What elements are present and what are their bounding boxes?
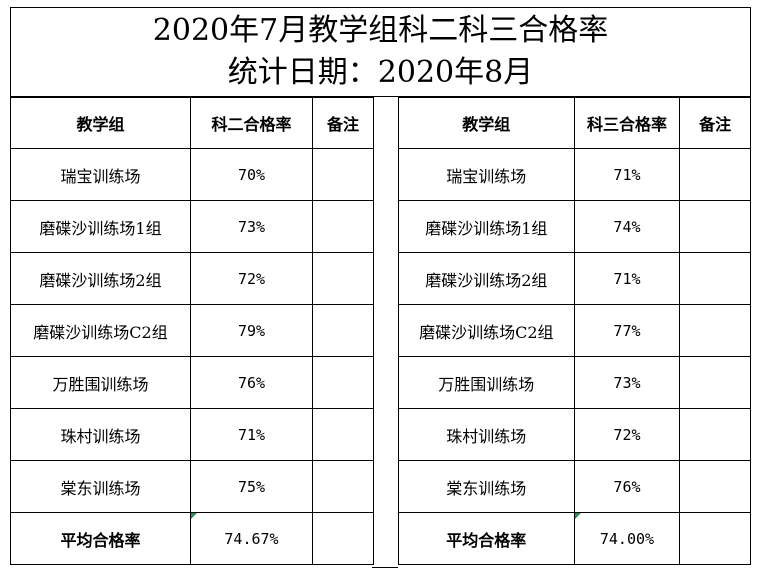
table-row: 磨碟沙训练场1组 73% (10, 200, 374, 253)
rate-cell[interactable]: 75% (190, 460, 313, 513)
note-cell[interactable] (679, 356, 751, 409)
header-group[interactable]: 教学组 (10, 97, 191, 149)
table-row: 瑞宝训练场 70% (10, 148, 374, 201)
note-cell[interactable] (312, 252, 374, 305)
note-cell[interactable] (312, 460, 374, 513)
note-cell[interactable] (312, 408, 374, 461)
table-row: 磨碟沙训练场2组 71% (398, 252, 751, 305)
note-cell[interactable] (679, 304, 751, 357)
title-line-1: 2020年7月教学组科二科三合格率 (152, 13, 609, 48)
table-row: 棠东训练场 76% (398, 460, 751, 513)
table-row: 瑞宝训练场 71% (398, 148, 751, 201)
header-group[interactable]: 教学组 (398, 97, 575, 149)
average-label-cell[interactable]: 平均合格率 (398, 512, 575, 565)
header-rate[interactable]: 科三合格率 (573, 97, 681, 149)
rate-cell[interactable]: 72% (573, 408, 681, 461)
rate-cell[interactable]: 71% (190, 408, 313, 461)
average-label-cell[interactable]: 平均合格率 (10, 512, 191, 565)
average-note-cell[interactable] (679, 512, 751, 565)
average-value-cell[interactable]: 74.00% (573, 512, 681, 565)
group-cell[interactable]: 磨碟沙训练场C2组 (10, 304, 191, 357)
note-cell[interactable] (679, 200, 751, 253)
rate-cell[interactable]: 70% (190, 148, 313, 201)
note-cell[interactable] (312, 304, 374, 357)
group-cell[interactable]: 磨碟沙训练场1组 (10, 200, 191, 253)
header-note[interactable]: 备注 (679, 97, 751, 149)
table-gap (372, 97, 398, 568)
note-cell[interactable] (312, 200, 374, 253)
group-cell[interactable]: 珠村训练场 (10, 408, 191, 461)
header-note[interactable]: 备注 (312, 97, 374, 149)
table-row: 万胜围训练场 76% (10, 356, 374, 409)
table-row: 珠村训练场 72% (398, 408, 751, 461)
table-row: 磨碟沙训练场C2组 79% (10, 304, 374, 357)
note-cell[interactable] (679, 408, 751, 461)
spreadsheet: 2020年7月教学组科二科三合格率 统计日期：2020年8月 教学组 科二合格率备… (10, 7, 751, 568)
title-line-2: 统计日期：2020年8月 (227, 55, 534, 90)
group-cell[interactable]: 万胜围训练场 (10, 356, 191, 409)
average-value-cell[interactable]: 74.67% (190, 512, 313, 565)
header-row: 教学组 科三合格率 备注 (398, 97, 751, 149)
rate-cell[interactable]: 76% (190, 356, 313, 409)
rate-cell[interactable]: 71% (573, 148, 681, 201)
table-row: 磨碟沙训练场1组 74% (398, 200, 751, 253)
header-rate[interactable]: 科二合格率 (190, 97, 313, 149)
table-row: 磨碟沙训练场2组 72% (10, 252, 374, 305)
average-note-cell[interactable] (312, 512, 374, 565)
note-cell[interactable] (679, 148, 751, 201)
subject3-table: 教学组 科三合格率 备注 瑞宝训练场 71% 磨碟沙训练场1组 74% 磨碟沙训练场2组 71%… (398, 97, 751, 565)
rate-cell[interactable]: 74% (573, 200, 681, 253)
subject2-table: 教学组 科二合格率 备注 瑞宝训练场 70% 磨碟沙训练场1组 73% 磨碟沙训练场2组 72%… (10, 97, 374, 565)
group-cell[interactable]: 磨碟沙训练场2组 (10, 252, 191, 305)
rate-cell[interactable]: 72% (190, 252, 313, 305)
average-row: 平均合格率 74.00% (398, 512, 751, 565)
rate-cell[interactable]: 76% (573, 460, 681, 513)
header-row: 教学组 科二合格率 备注 (10, 97, 374, 149)
group-cell[interactable]: 磨碟沙训练场1组 (398, 200, 575, 253)
rate-cell[interactable]: 73% (573, 356, 681, 409)
title-cell[interactable]: 2020年7月教学组科二科三合格率 统计日期：2020年8月 (10, 7, 751, 97)
group-cell[interactable]: 珠村训练场 (398, 408, 575, 461)
rate-cell[interactable]: 79% (190, 304, 313, 357)
group-cell[interactable]: 棠东训练场 (398, 460, 575, 513)
group-cell[interactable]: 棠东训练场 (10, 460, 191, 513)
rate-cell[interactable]: 73% (190, 200, 313, 253)
rate-cell[interactable]: 71% (573, 252, 681, 305)
group-cell[interactable]: 磨碟沙训练场2组 (398, 252, 575, 305)
group-cell[interactable]: 瑞宝训练场 (10, 148, 191, 201)
note-cell[interactable] (679, 460, 751, 513)
table-row: 珠村训练场 71% (10, 408, 374, 461)
group-cell[interactable]: 万胜围训练场 (398, 356, 575, 409)
average-row: 平均合格率 74.67% (10, 512, 374, 565)
group-cell[interactable]: 磨碟沙训练场C2组 (398, 304, 575, 357)
table-row: 磨碟沙训练场C2组 77% (398, 304, 751, 357)
note-cell[interactable] (679, 252, 751, 305)
table-row: 万胜围训练场 73% (398, 356, 751, 409)
group-cell[interactable]: 瑞宝训练场 (398, 148, 575, 201)
note-cell[interactable] (312, 356, 374, 409)
rate-cell[interactable]: 77% (573, 304, 681, 357)
table-row: 棠东训练场 75% (10, 460, 374, 513)
note-cell[interactable] (312, 148, 374, 201)
